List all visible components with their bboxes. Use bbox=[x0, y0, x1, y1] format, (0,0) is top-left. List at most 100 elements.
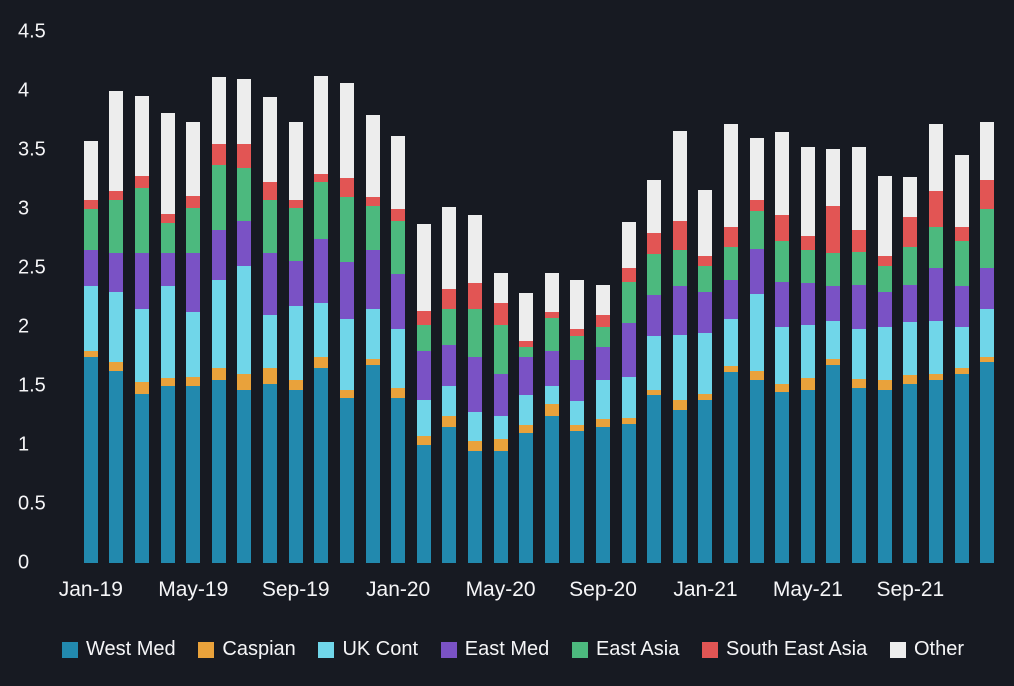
segment-east-med[interactable] bbox=[903, 284, 918, 323]
bar-feb-19[interactable] bbox=[109, 32, 124, 563]
segment-south-east-asia[interactable] bbox=[852, 230, 867, 252]
segment-caspian[interactable] bbox=[544, 403, 559, 416]
segment-south-east-asia[interactable] bbox=[544, 311, 559, 318]
segment-east-asia[interactable] bbox=[83, 209, 98, 251]
segment-west-med[interactable] bbox=[442, 427, 457, 563]
segment-east-asia[interactable] bbox=[211, 165, 226, 231]
segment-uk-cont[interactable] bbox=[135, 309, 150, 383]
segment-caspian[interactable] bbox=[186, 376, 201, 386]
segment-other[interactable] bbox=[83, 140, 98, 200]
segment-west-med[interactable] bbox=[416, 445, 431, 563]
segment-west-med[interactable] bbox=[519, 433, 534, 563]
legend-item-caspian[interactable]: Caspian bbox=[198, 638, 296, 661]
bar-jun-20[interactable] bbox=[519, 32, 534, 563]
segment-west-med[interactable] bbox=[109, 370, 124, 563]
segment-west-med[interactable] bbox=[595, 427, 610, 563]
segment-west-med[interactable] bbox=[877, 389, 892, 563]
segment-other[interactable] bbox=[442, 206, 457, 290]
segment-other[interactable] bbox=[852, 146, 867, 231]
segment-uk-cont[interactable] bbox=[109, 291, 124, 363]
segment-west-med[interactable] bbox=[288, 389, 303, 563]
segment-west-med[interactable] bbox=[749, 380, 764, 563]
segment-south-east-asia[interactable] bbox=[109, 191, 124, 200]
segment-west-med[interactable] bbox=[493, 450, 508, 563]
bar-nov-19[interactable] bbox=[339, 32, 354, 563]
segment-other[interactable] bbox=[544, 272, 559, 312]
segment-caspian[interactable] bbox=[263, 368, 278, 384]
segment-uk-cont[interactable] bbox=[467, 411, 482, 442]
segment-west-med[interactable] bbox=[980, 362, 995, 563]
segment-south-east-asia[interactable] bbox=[263, 181, 278, 200]
segment-caspian[interactable] bbox=[288, 380, 303, 390]
segment-east-med[interactable] bbox=[544, 350, 559, 387]
segment-east-med[interactable] bbox=[135, 252, 150, 310]
segment-uk-cont[interactable] bbox=[749, 293, 764, 371]
bar-oct-21[interactable] bbox=[928, 32, 943, 563]
bar-jul-21[interactable] bbox=[852, 32, 867, 563]
segment-caspian[interactable] bbox=[416, 435, 431, 445]
segment-east-med[interactable] bbox=[237, 220, 252, 266]
segment-east-med[interactable] bbox=[775, 282, 790, 328]
segment-caspian[interactable] bbox=[826, 358, 841, 365]
segment-east-med[interactable] bbox=[698, 291, 713, 333]
segment-caspian[interactable] bbox=[698, 394, 713, 401]
segment-east-asia[interactable] bbox=[724, 246, 739, 280]
segment-other[interactable] bbox=[237, 79, 252, 145]
bar-mar-21[interactable] bbox=[749, 32, 764, 563]
segment-east-med[interactable] bbox=[442, 344, 457, 387]
bar-jul-19[interactable] bbox=[237, 32, 252, 563]
segment-east-asia[interactable] bbox=[519, 347, 534, 357]
segment-caspian[interactable] bbox=[83, 350, 98, 357]
segment-east-asia[interactable] bbox=[877, 265, 892, 292]
segment-uk-cont[interactable] bbox=[595, 380, 610, 420]
bar-aug-19[interactable] bbox=[263, 32, 278, 563]
segment-west-med[interactable] bbox=[467, 450, 482, 563]
segment-south-east-asia[interactable] bbox=[211, 144, 226, 166]
segment-other[interactable] bbox=[980, 121, 995, 180]
segment-east-med[interactable] bbox=[621, 323, 636, 377]
segment-south-east-asia[interactable] bbox=[954, 226, 969, 241]
segment-south-east-asia[interactable] bbox=[365, 197, 380, 206]
segment-south-east-asia[interactable] bbox=[826, 205, 841, 253]
segment-caspian[interactable] bbox=[647, 389, 662, 396]
segment-other[interactable] bbox=[903, 177, 918, 218]
segment-caspian[interactable] bbox=[570, 424, 585, 431]
legend-item-east-asia[interactable]: East Asia bbox=[571, 638, 679, 661]
segment-east-asia[interactable] bbox=[698, 265, 713, 292]
segment-other[interactable] bbox=[186, 121, 201, 197]
segment-other[interactable] bbox=[109, 91, 124, 192]
segment-south-east-asia[interactable] bbox=[595, 315, 610, 328]
segment-east-med[interactable] bbox=[877, 291, 892, 328]
segment-south-east-asia[interactable] bbox=[928, 191, 943, 227]
segment-west-med[interactable] bbox=[672, 409, 687, 563]
segment-east-asia[interactable] bbox=[775, 240, 790, 283]
segment-caspian[interactable] bbox=[442, 415, 457, 428]
bar-aug-20[interactable] bbox=[570, 32, 585, 563]
segment-other[interactable] bbox=[135, 95, 150, 176]
segment-uk-cont[interactable] bbox=[544, 386, 559, 404]
segment-east-asia[interactable] bbox=[288, 207, 303, 261]
segment-uk-cont[interactable] bbox=[339, 318, 354, 390]
segment-caspian[interactable] bbox=[672, 400, 687, 410]
segment-caspian[interactable] bbox=[135, 382, 150, 395]
segment-west-med[interactable] bbox=[928, 380, 943, 563]
segment-other[interactable] bbox=[698, 190, 713, 257]
segment-other[interactable] bbox=[493, 272, 508, 304]
segment-other[interactable] bbox=[519, 292, 534, 342]
segment-caspian[interactable] bbox=[852, 378, 867, 389]
segment-caspian[interactable] bbox=[928, 374, 943, 381]
segment-caspian[interactable] bbox=[493, 439, 508, 451]
segment-east-med[interactable] bbox=[416, 350, 431, 401]
segment-south-east-asia[interactable] bbox=[160, 213, 175, 224]
segment-uk-cont[interactable] bbox=[621, 376, 636, 418]
bar-sep-21[interactable] bbox=[903, 32, 918, 563]
segment-east-med[interactable] bbox=[186, 252, 201, 312]
bar-mar-19[interactable] bbox=[135, 32, 150, 563]
segment-west-med[interactable] bbox=[903, 383, 918, 563]
segment-west-med[interactable] bbox=[263, 383, 278, 563]
segment-west-med[interactable] bbox=[621, 423, 636, 563]
segment-other[interactable] bbox=[263, 96, 278, 182]
segment-south-east-asia[interactable] bbox=[672, 220, 687, 251]
segment-uk-cont[interactable] bbox=[724, 318, 739, 366]
segment-south-east-asia[interactable] bbox=[416, 310, 431, 325]
